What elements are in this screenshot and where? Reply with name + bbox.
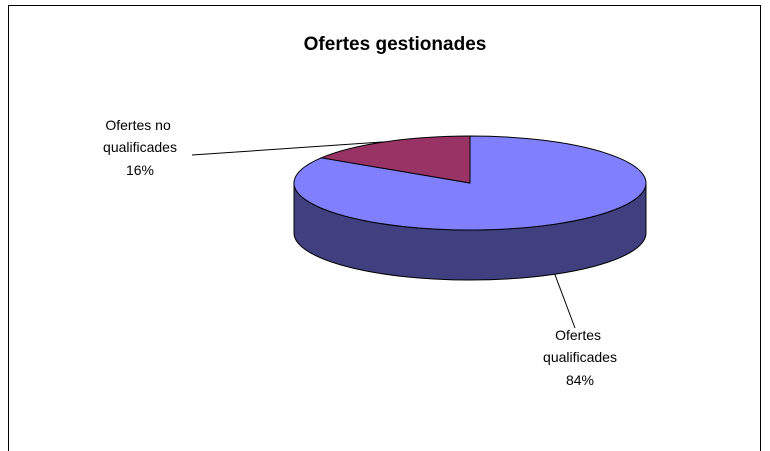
label-line: qualificades bbox=[543, 349, 617, 365]
pie-slice bbox=[293, 135, 647, 231]
label-line: Ofertes bbox=[555, 327, 605, 343]
value-label: 16% bbox=[126, 162, 154, 178]
category-label: Ofertes no qualificades bbox=[103, 117, 177, 155]
label-line: Ofertes no bbox=[105, 117, 174, 133]
category-label: Ofertes qualificades bbox=[543, 327, 617, 365]
chart-title: Ofertes gestionades bbox=[304, 34, 487, 55]
value-label: 84% bbox=[566, 372, 594, 388]
leader-line bbox=[554, 274, 576, 329]
pie-slice bbox=[319, 135, 471, 184]
chart-frame bbox=[8, 5, 761, 451]
label-line: qualificades bbox=[103, 139, 177, 155]
leader-line bbox=[191, 141, 386, 156]
